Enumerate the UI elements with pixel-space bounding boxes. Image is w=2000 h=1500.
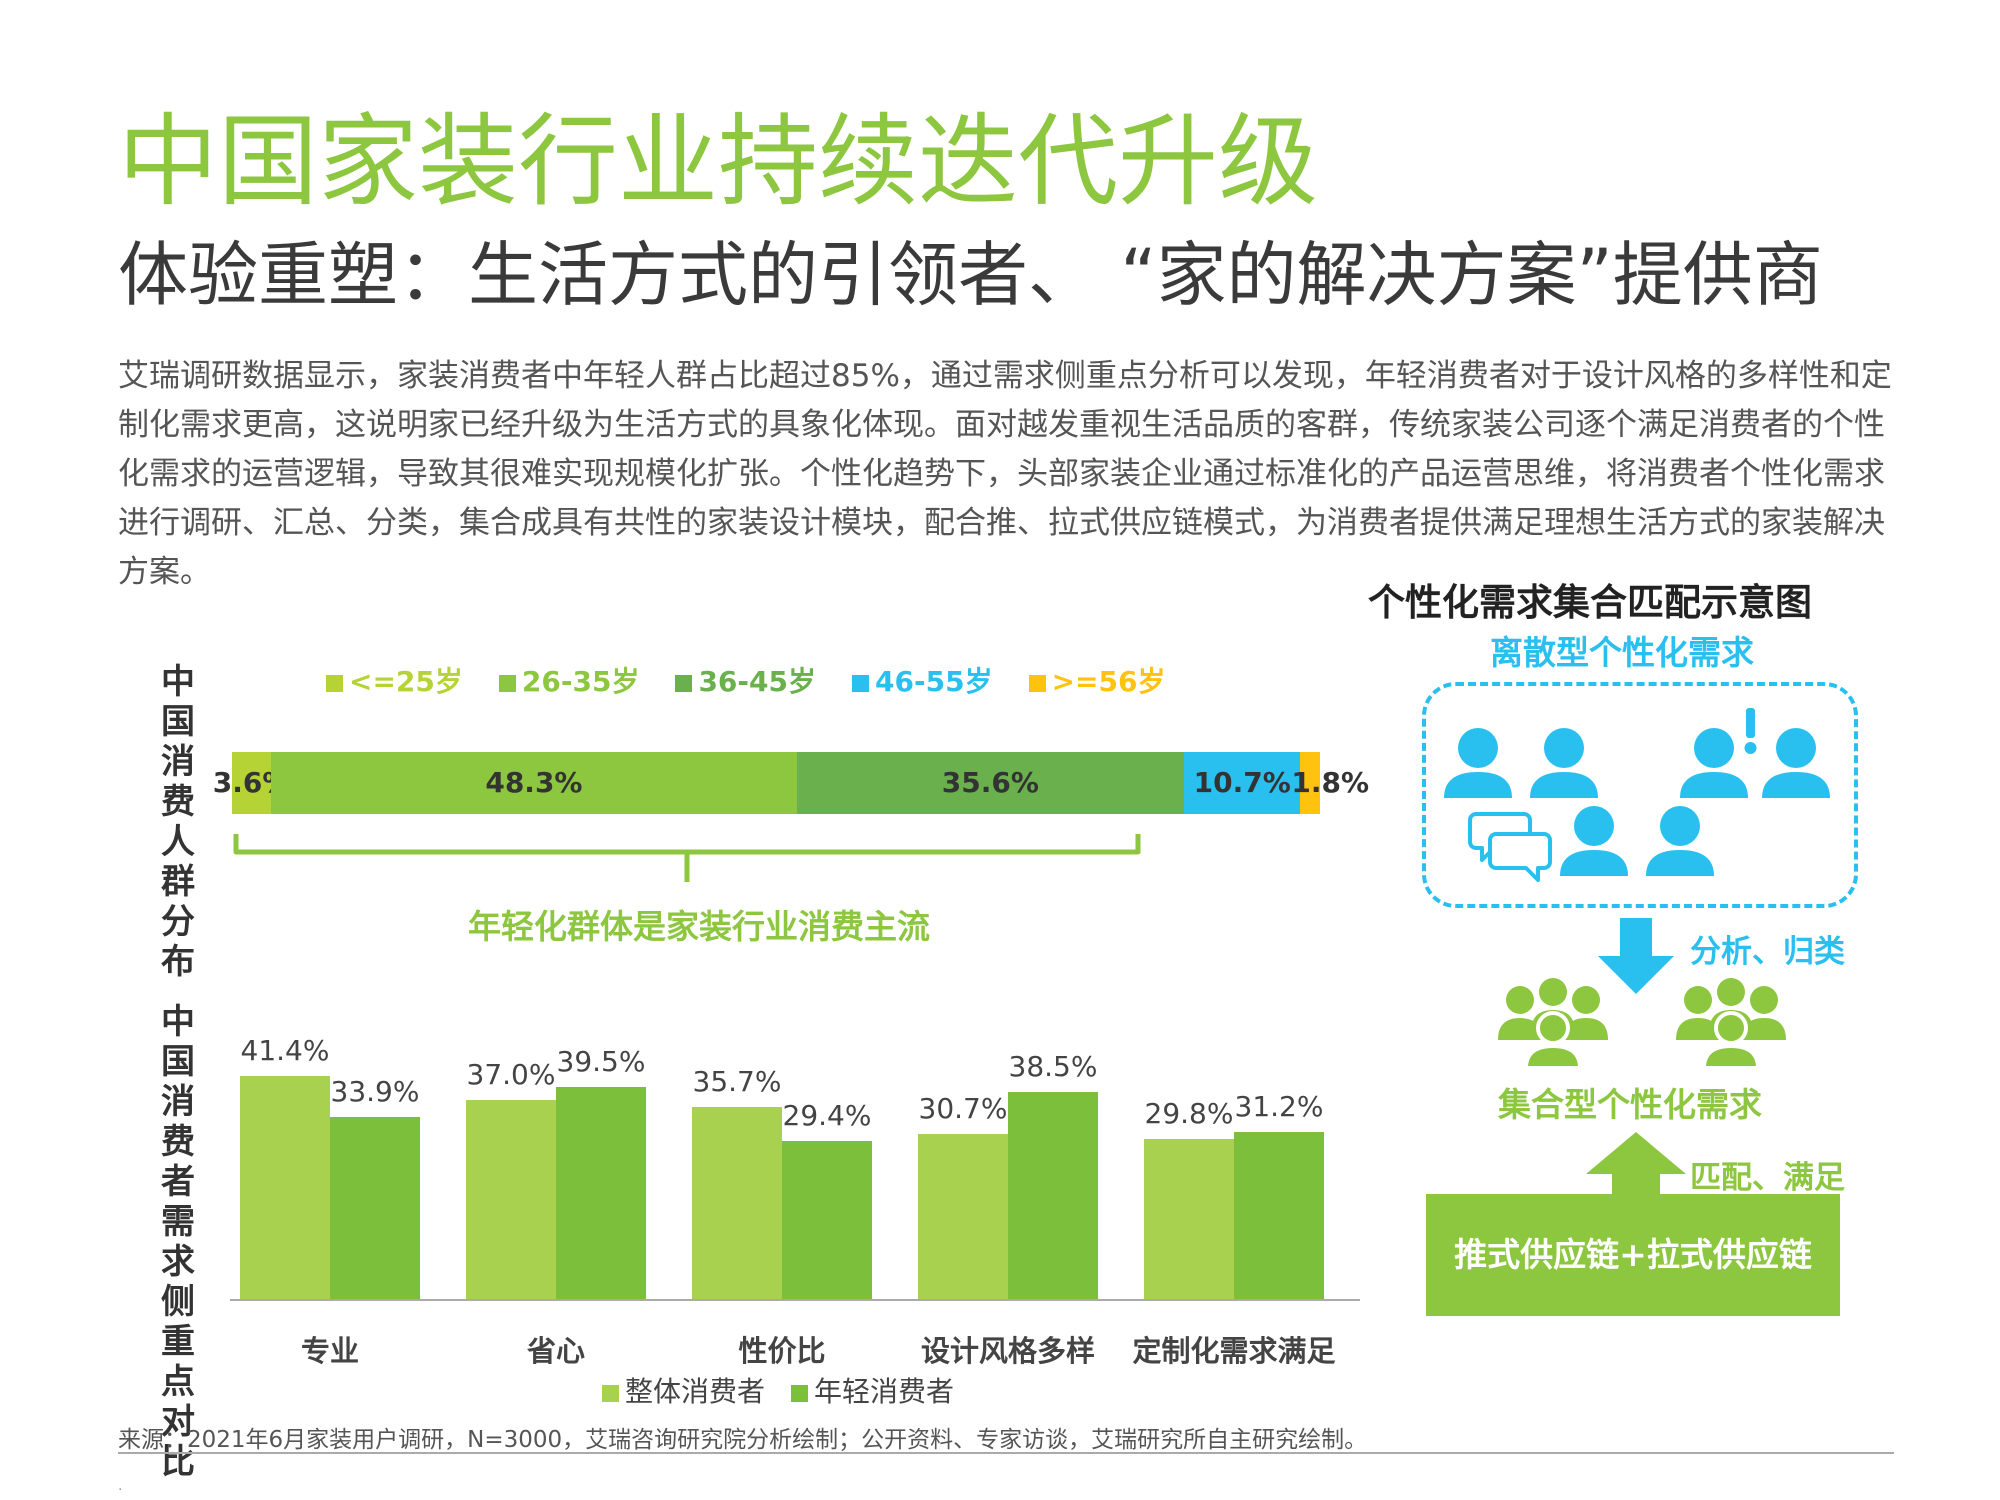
segment-value-label: 35.6% [941, 766, 1039, 799]
person-icon [1444, 728, 1512, 798]
person-icon [1530, 728, 1598, 798]
chart2-ylabel: 中国消费者需求侧重点对比 [161, 1002, 195, 1482]
legend-item: <=25岁 [326, 660, 463, 700]
legend-swatch [675, 674, 693, 692]
exclamation-icon [1744, 708, 1757, 754]
person-icon [1560, 806, 1628, 876]
group-people-icon [1498, 978, 1608, 1068]
person-icon [1762, 728, 1830, 798]
supply-chain-box: 推式供应链+拉式供应链 [1426, 1194, 1840, 1316]
footer-divider [118, 1452, 1894, 1454]
body-paragraph: 艾瑞调研数据显示，家装消费者中年轻人群占比超过85%，通过需求侧重点分析可以发现… [118, 358, 1892, 590]
bar-value-label: 31.2% [1234, 1089, 1324, 1123]
stacked-segment [796, 752, 1184, 814]
segment-value-label: 10.7% [1193, 766, 1291, 799]
chart1-stacked-bar: 3.6% 48.3% 35.6% 10.7% 1.8% [213, 752, 1369, 814]
aggregate-needs-label: 集合型个性化需求 [1498, 1085, 1762, 1124]
stacked-segment [1184, 752, 1301, 814]
bar-value-label: 29.8% [1144, 1097, 1234, 1131]
legend-item: 46-55岁 [852, 660, 993, 700]
bar-value-label: 35.7% [692, 1065, 782, 1099]
bar-value-label: 39.5% [556, 1044, 646, 1078]
category-label: 专业 [300, 1334, 360, 1368]
legend-swatch [1028, 674, 1046, 692]
bar-value-label: 29.4% [782, 1099, 872, 1133]
bar [782, 1141, 872, 1300]
bracket-brace [233, 834, 1141, 882]
stacked-segment [232, 752, 272, 814]
discrete-needs-label: 离散型个性化需求 [1490, 633, 1754, 672]
chart1-ylabel: 中国消费人群分布 [161, 662, 195, 982]
legend-label: 46-55岁 [875, 665, 993, 698]
page-subtitle: 体验重塑：生活方式的引领者、 “家的解决方案”提供商 [118, 234, 1823, 316]
bar-value-label: 37.0% [466, 1058, 556, 1092]
legend-label: >=56岁 [1051, 665, 1166, 698]
bar-value-label: 33.9% [330, 1074, 420, 1108]
legend-label: <=25岁 [349, 665, 463, 698]
chart2-baseline [230, 1299, 1360, 1301]
legend-item: 年轻消费者 [791, 1370, 954, 1410]
chart2-bars: 41.4% 33.9% 37.0% 39.5% 35.7% 29.4% 30.7% 38.5%… [230, 1030, 1360, 1300]
chat-bubbles-icon [1468, 812, 1552, 882]
bar [918, 1134, 1008, 1300]
chart1-legend: <=25岁 26-35岁 36-45岁 46-55岁 >=56岁 [326, 660, 1201, 700]
category-label: 省心 [526, 1334, 586, 1368]
category-label: 设计风格多样 [920, 1334, 1096, 1368]
source-note: 来源：2021年6月家装用户调研，N=3000，艾瑞咨询研究院分析绘制；公开资料… [118, 1427, 1368, 1453]
arrow-down-icon [1598, 918, 1674, 994]
stacked-segment [271, 752, 797, 814]
match-label: 匹配、满足 [1690, 1160, 1845, 1196]
group-people-icon [1676, 978, 1786, 1068]
person-icon [1646, 806, 1714, 876]
legend-item: 36-45岁 [675, 660, 816, 700]
legend-label: 年轻消费者 [814, 1375, 955, 1408]
chart1-annotation: 年轻化群体是家装行业消费主流 [468, 907, 930, 946]
bar-value-label: 41.4% [240, 1034, 330, 1068]
bar [240, 1076, 330, 1300]
bar [1008, 1092, 1098, 1300]
arrow-up-icon [1586, 1132, 1686, 1194]
people-icons [1444, 708, 1830, 882]
bar-value-label: 38.5% [1008, 1050, 1098, 1084]
legend-swatch [852, 674, 870, 692]
segment-value-label: 1.8% [1291, 766, 1370, 799]
legend-swatch [791, 1384, 809, 1402]
legend-label: 整体消费者 [625, 1375, 766, 1408]
legend-swatch [602, 1384, 619, 1402]
legend-swatch [498, 674, 516, 692]
person-icon [1680, 728, 1748, 798]
analyze-label: 分析、归类 [1690, 934, 1845, 970]
legend-item: 整体消费者 [602, 1370, 765, 1410]
bar [556, 1086, 646, 1300]
stacked-segment [1300, 752, 1320, 814]
legend-label: 36-45岁 [698, 665, 817, 698]
legend-item: 26-35岁 [498, 660, 640, 700]
category-label: 性价比 [738, 1334, 826, 1368]
segment-value-label: 48.3% [485, 766, 583, 799]
legend-label: 26-35岁 [521, 665, 640, 698]
legend-item: >=56岁 [1028, 660, 1166, 700]
diagram-title: 个性化需求集合匹配示意图 [1368, 581, 1812, 624]
bar [466, 1100, 556, 1300]
bar [1234, 1131, 1324, 1300]
bar-value-label: 30.7% [918, 1092, 1008, 1126]
bar [692, 1107, 782, 1300]
category-label: 定制化需求满足 [1132, 1334, 1336, 1368]
legend-swatch [326, 674, 343, 692]
bar [330, 1116, 420, 1300]
page-mark: . [118, 1478, 123, 1494]
bar [1144, 1139, 1234, 1300]
discrete-needs-box [1422, 682, 1858, 908]
page-title: 中国家装行业持续迭代升级 [118, 103, 1318, 220]
chart2-legend: 整体消费者 年轻消费者 [602, 1370, 980, 1410]
